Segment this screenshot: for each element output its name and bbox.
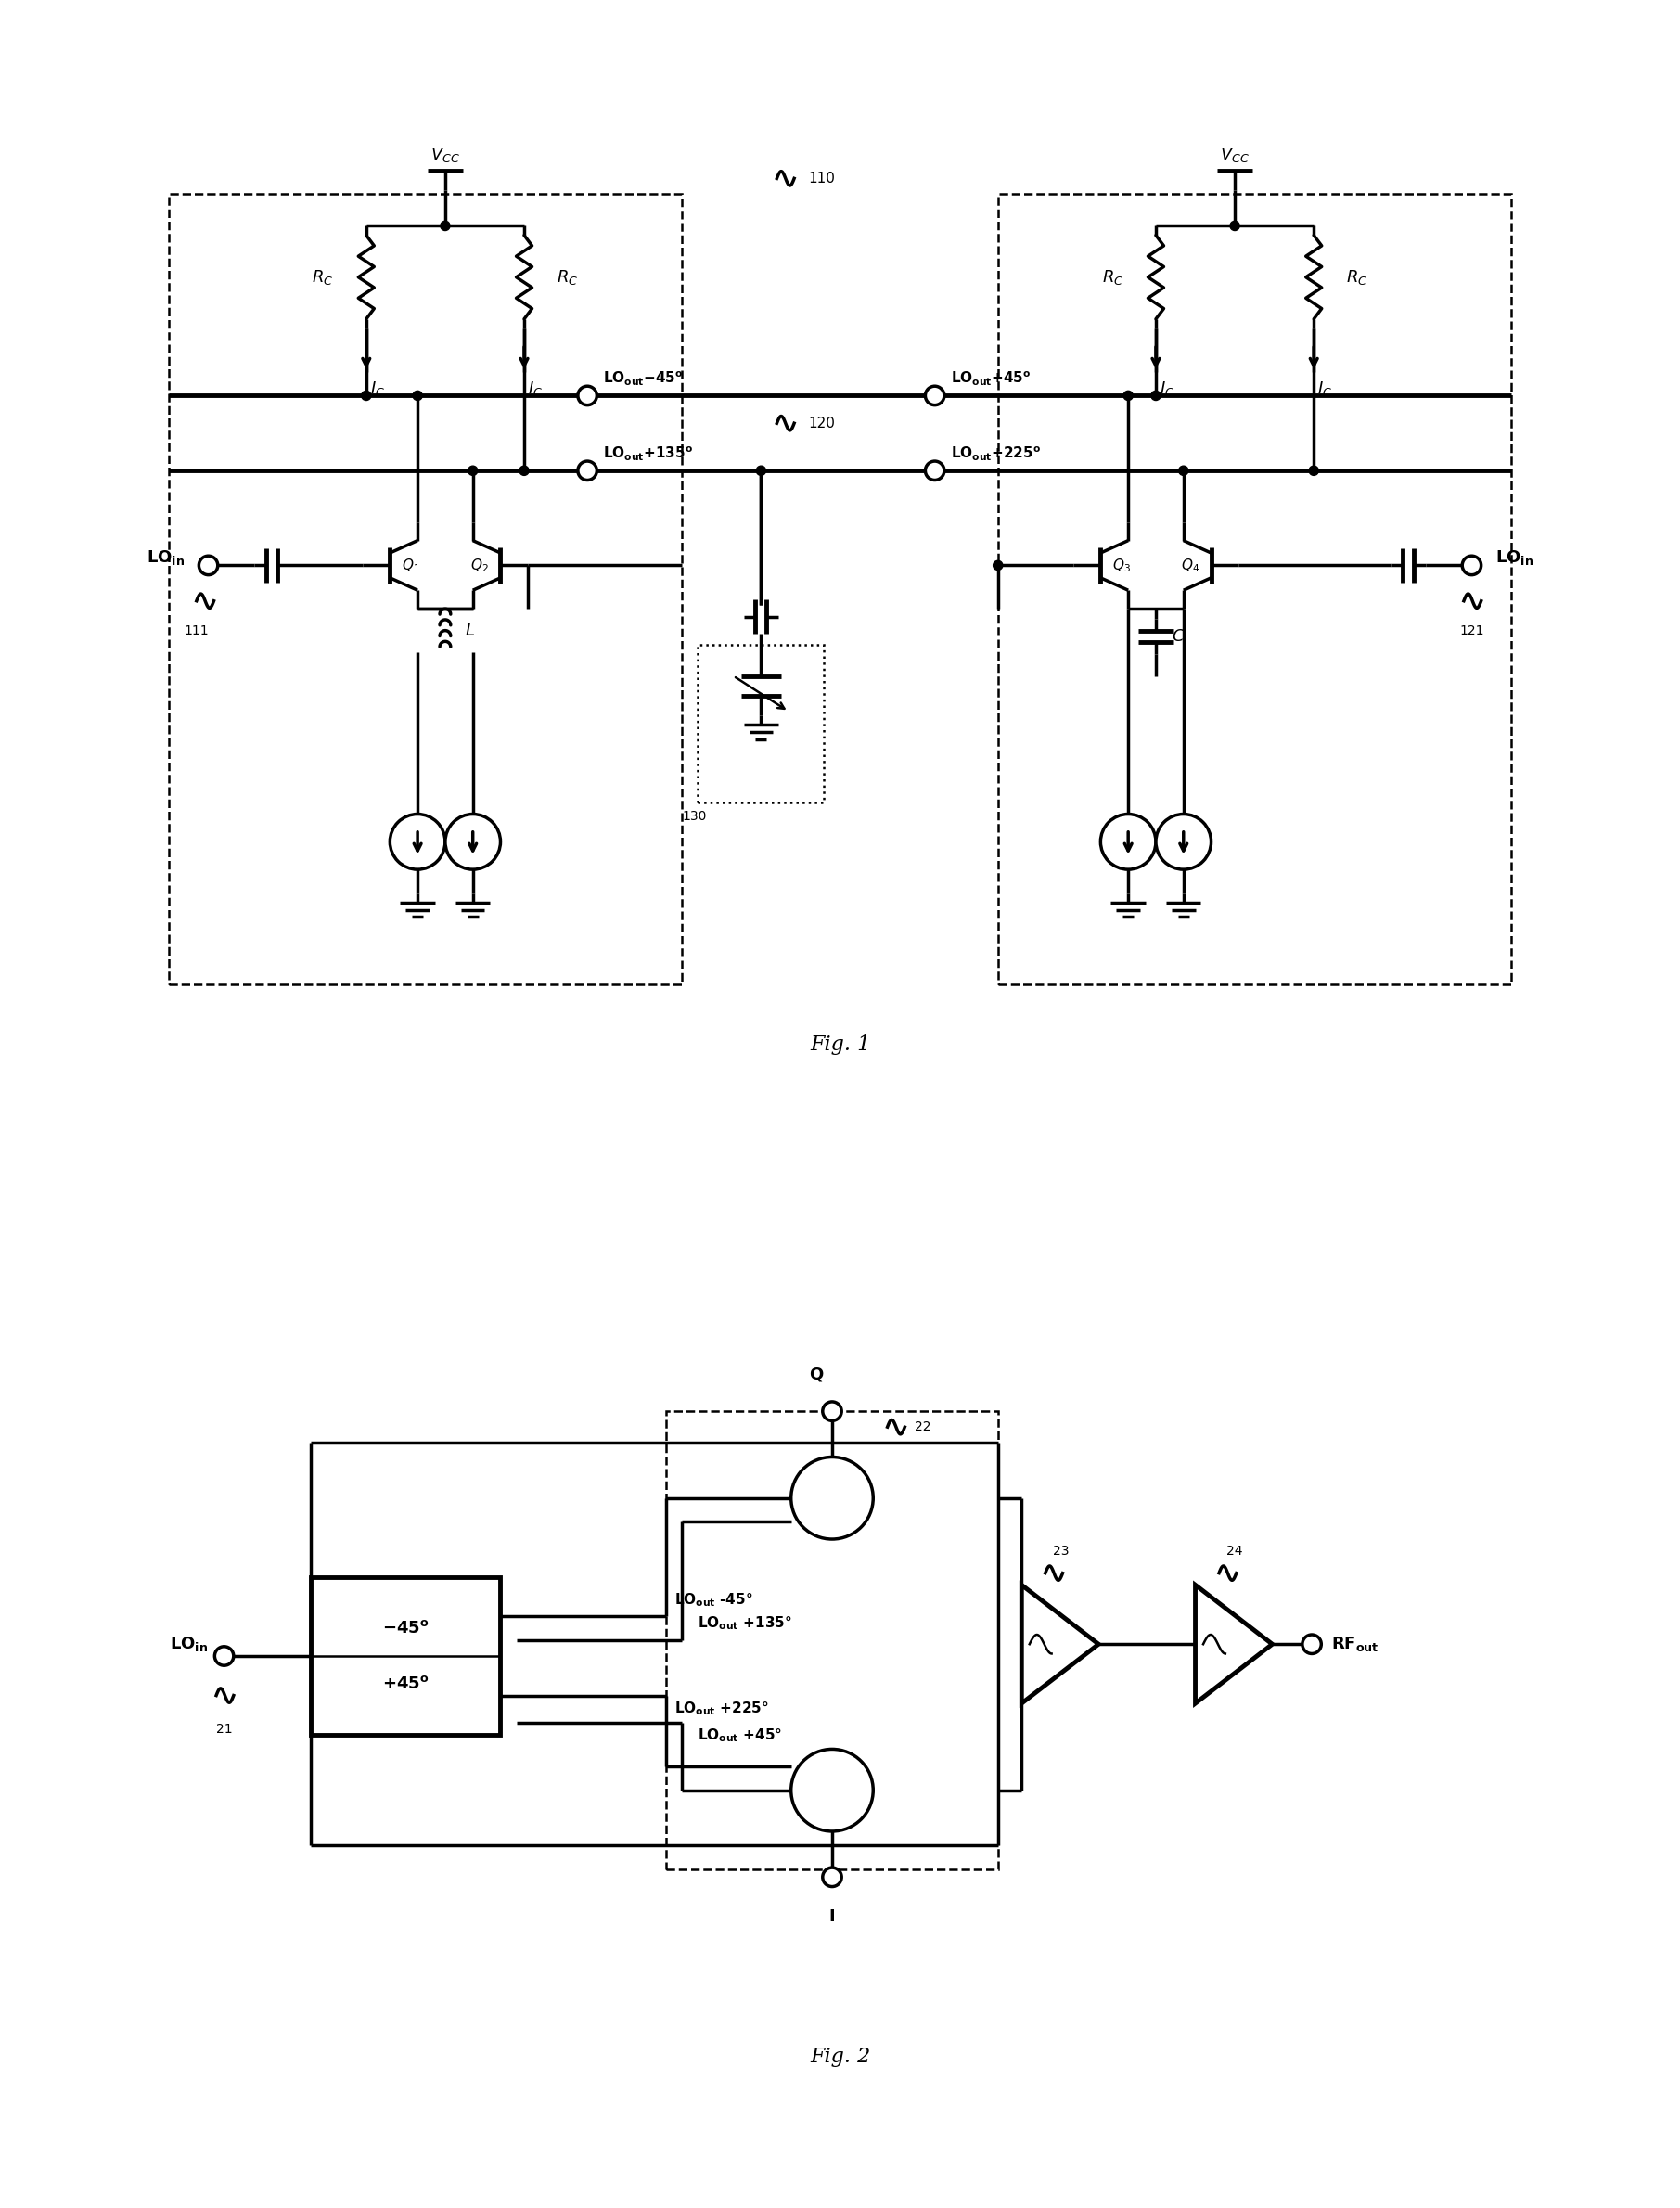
- Text: $\mathbf{LO_{out}}$ +45°: $\mathbf{LO_{out}}$ +45°: [697, 1727, 783, 1744]
- Text: $R_C$: $R_C$: [312, 267, 334, 287]
- Text: $I_C$: $I_C$: [370, 380, 385, 397]
- Text: $L$: $L$: [465, 623, 475, 638]
- Text: $\mathbf{LO_{in}}$: $\mathbf{LO_{in}}$: [146, 548, 185, 567]
- Circle shape: [445, 815, 501, 870]
- Text: 24: 24: [1226, 1543, 1243, 1557]
- Text: $\mathbf{LO_{in}}$: $\mathbf{LO_{in}}$: [1495, 548, 1534, 567]
- Text: $\mathbf{LO_{out}}$ -45°: $\mathbf{LO_{out}}$ -45°: [674, 1592, 753, 1610]
- Text: 130: 130: [682, 810, 707, 824]
- Text: $I_C$: $I_C$: [1159, 380, 1174, 397]
- Text: 110: 110: [808, 172, 835, 185]
- Text: $Q_2$: $Q_2$: [470, 556, 489, 574]
- Bar: [667, 1411, 998, 1870]
- Circle shape: [1462, 556, 1482, 574]
- Text: $\mathbf{LO_{out}}$$\mathbf{+45^o}$: $\mathbf{LO_{out}}$$\mathbf{+45^o}$: [951, 369, 1030, 389]
- Polygon shape: [1021, 1585, 1099, 1702]
- Text: $\mathbf{LO_{out}}$$\mathbf{+135^o}$: $\mathbf{LO_{out}}$$\mathbf{+135^o}$: [603, 444, 694, 464]
- Circle shape: [578, 386, 596, 404]
- Text: $C$: $C$: [1171, 627, 1184, 645]
- Circle shape: [1124, 391, 1132, 400]
- Circle shape: [1309, 466, 1319, 475]
- Circle shape: [198, 556, 218, 574]
- Text: Fig. 1: Fig. 1: [810, 1036, 870, 1055]
- Text: 22: 22: [916, 1420, 931, 1433]
- Circle shape: [1100, 815, 1156, 870]
- Text: $\mathbf{I}$: $\mathbf{I}$: [828, 1908, 835, 1925]
- Circle shape: [1302, 1634, 1320, 1654]
- Circle shape: [361, 391, 371, 400]
- Text: 120: 120: [808, 417, 835, 431]
- Circle shape: [469, 466, 477, 475]
- Polygon shape: [1196, 1585, 1272, 1702]
- Circle shape: [1151, 391, 1161, 400]
- Circle shape: [440, 221, 450, 230]
- Circle shape: [1230, 221, 1240, 230]
- Text: $\mathbf{LO_{out}}$$\mathbf{+225^o}$: $\mathbf{LO_{out}}$$\mathbf{+225^o}$: [951, 444, 1040, 464]
- Circle shape: [926, 386, 944, 404]
- Text: $\mathbf{Q}$: $\mathbf{Q}$: [808, 1367, 823, 1384]
- Circle shape: [390, 815, 445, 870]
- Circle shape: [791, 1457, 874, 1539]
- Text: $R_C$: $R_C$: [1102, 267, 1124, 287]
- Text: $I_C$: $I_C$: [528, 380, 543, 397]
- Text: 23: 23: [1053, 1543, 1068, 1557]
- Circle shape: [823, 1868, 842, 1886]
- Circle shape: [519, 466, 529, 475]
- Text: $\mathbf{LO_{out}}$ +225°: $\mathbf{LO_{out}}$ +225°: [674, 1700, 768, 1718]
- Text: $R_C$: $R_C$: [556, 267, 578, 287]
- Circle shape: [823, 1402, 842, 1420]
- Text: $R_C$: $R_C$: [1346, 267, 1368, 287]
- Text: $\mathbf{LO_{out}}$ +135°: $\mathbf{LO_{out}}$ +135°: [697, 1614, 793, 1632]
- Text: $\mathbf{LO_{in}}$: $\mathbf{LO_{in}}$: [170, 1634, 208, 1654]
- Bar: [697, 645, 825, 802]
- Bar: [168, 194, 682, 985]
- Text: 111: 111: [185, 625, 208, 638]
- Text: 121: 121: [1460, 625, 1483, 638]
- Circle shape: [1156, 815, 1211, 870]
- Circle shape: [413, 391, 422, 400]
- Circle shape: [791, 1749, 874, 1830]
- Circle shape: [215, 1647, 234, 1665]
- Bar: [998, 194, 1512, 985]
- Bar: [311, 1577, 501, 1735]
- Text: $\mathbf{+45^o}$: $\mathbf{+45^o}$: [383, 1676, 428, 1691]
- Text: $V_{CC}$: $V_{CC}$: [430, 146, 460, 163]
- Circle shape: [993, 561, 1003, 570]
- Text: $\mathbf{LO_{out}}$$\mathbf{-45^o}$: $\mathbf{LO_{out}}$$\mathbf{-45^o}$: [603, 369, 684, 389]
- Text: $I_C$: $I_C$: [1317, 380, 1332, 397]
- Text: $Q_3$: $Q_3$: [1112, 556, 1131, 574]
- Circle shape: [578, 461, 596, 479]
- Text: $Q_1$: $Q_1$: [402, 556, 420, 574]
- Circle shape: [756, 466, 766, 475]
- Text: $V_{CC}$: $V_{CC}$: [1220, 146, 1250, 163]
- Circle shape: [1179, 466, 1188, 475]
- Text: $\mathbf{-45^o}$: $\mathbf{-45^o}$: [383, 1621, 428, 1636]
- Text: $\mathbf{RF_{out}}$: $\mathbf{RF_{out}}$: [1332, 1634, 1379, 1654]
- Text: Fig. 2: Fig. 2: [810, 2047, 870, 2067]
- Circle shape: [926, 461, 944, 479]
- Text: 21: 21: [217, 1722, 232, 1735]
- Text: $Q_4$: $Q_4$: [1181, 556, 1200, 574]
